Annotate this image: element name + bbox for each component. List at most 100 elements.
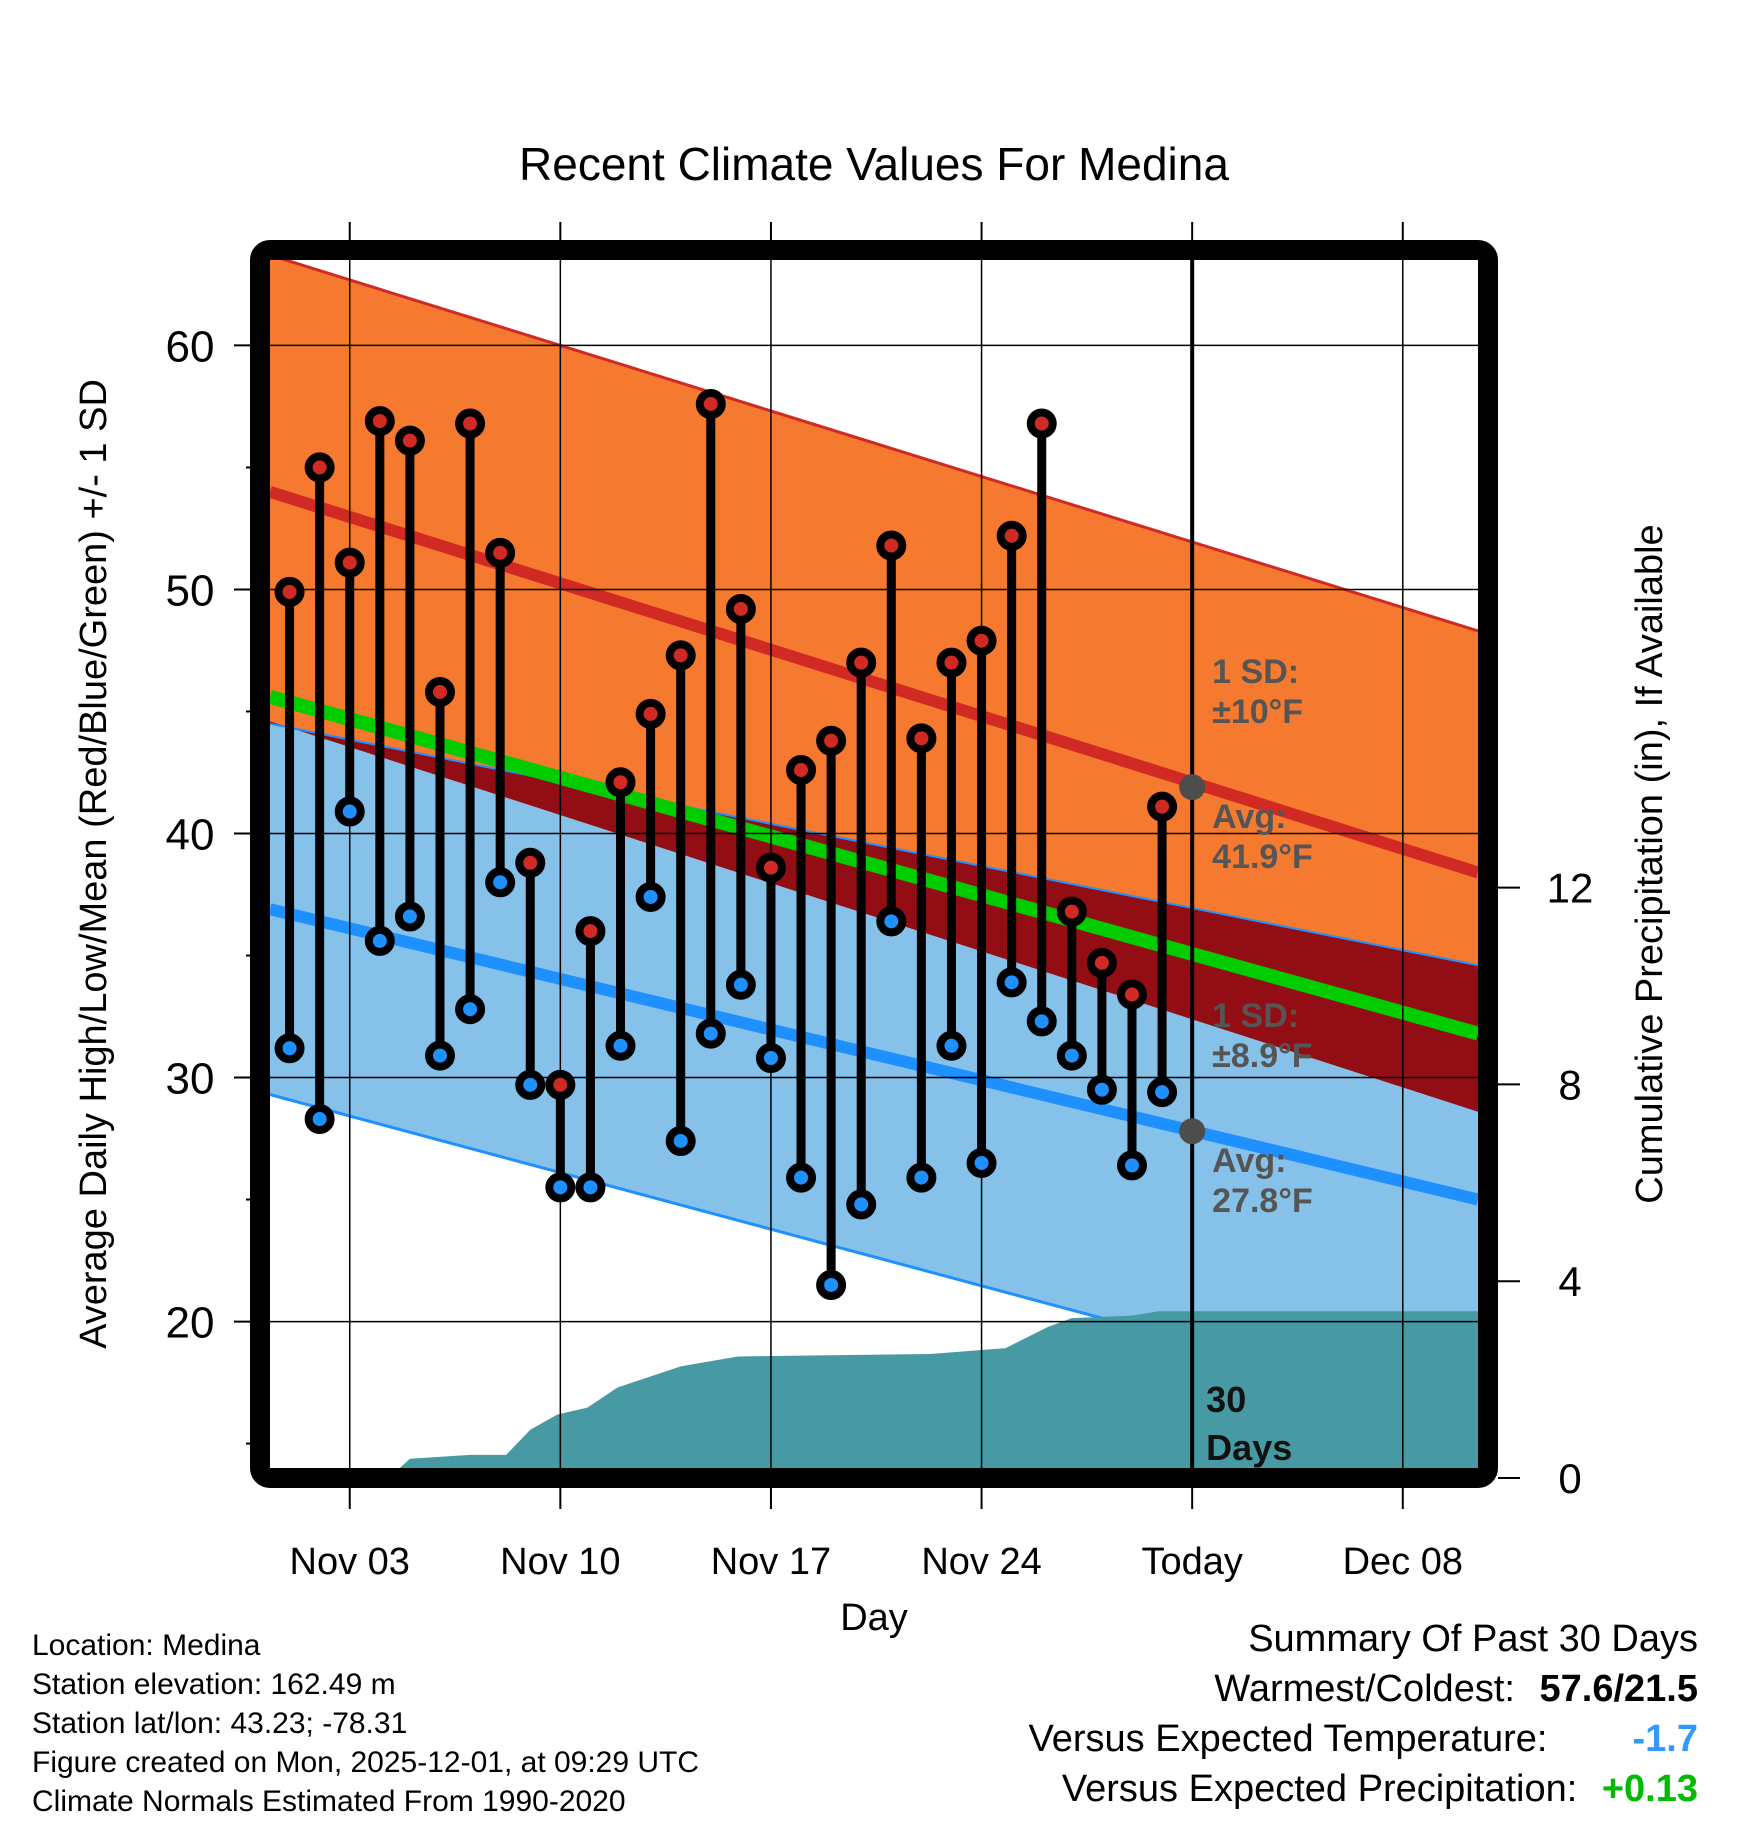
warmest-coldest-label: Warmest/Coldest: <box>1214 1668 1515 1710</box>
x-tick-label: Today <box>1141 1541 1242 1583</box>
daily-low-point <box>1086 1074 1117 1105</box>
today-avg-high-marker <box>1179 774 1206 801</box>
low-sd-label: 1 SD: <box>1212 997 1299 1035</box>
low-avg-value: 27.8°F <box>1212 1182 1313 1220</box>
daily-high-point <box>755 852 786 883</box>
plot-frame <box>250 240 1498 1488</box>
daily-low-point <box>485 867 516 898</box>
info-created: Figure created on Mon, 2025-12-01, at 09… <box>32 1746 700 1779</box>
y-tick-label: 50 <box>166 566 215 615</box>
daily-high-point <box>545 1069 576 1100</box>
x-axis-label: Day <box>840 1597 908 1639</box>
y-tick-label: 20 <box>166 1299 215 1348</box>
daily-high-point <box>725 593 756 624</box>
info-normals: Climate Normals Estimated From 1990-2020 <box>32 1785 626 1818</box>
daily-high-point <box>876 530 907 561</box>
low-sd-band <box>270 723 1478 1420</box>
daily-high-point <box>485 537 516 568</box>
high-sd-label: 1 SD: <box>1212 653 1299 691</box>
daily-high-point <box>364 406 395 437</box>
high-sd-value: ±10°F <box>1212 693 1303 731</box>
daily-high-point <box>906 723 937 754</box>
x-tick-label: Nov 03 <box>290 1541 410 1583</box>
daily-low-point <box>635 881 666 912</box>
y2-tick-label: 12 <box>1547 865 1594 912</box>
daily-high-point <box>1056 896 1087 927</box>
daily-low-point <box>1056 1040 1087 1071</box>
y2-tick-label: 8 <box>1558 1061 1581 1108</box>
daily-points <box>274 388 1178 1300</box>
daily-high-point <box>936 647 967 678</box>
temp-anomaly-label: Versus Expected Temperature: <box>1028 1718 1548 1760</box>
daily-high-point <box>394 425 425 456</box>
daily-high-point <box>665 640 696 671</box>
daily-high-point <box>274 576 305 607</box>
daily-low-point <box>274 1033 305 1064</box>
daily-high-point <box>635 698 666 729</box>
daily-low-point <box>876 906 907 937</box>
daily-high-point <box>424 676 455 707</box>
daily-low-point <box>695 1018 726 1049</box>
daily-low-point <box>424 1040 455 1071</box>
x-tick-label: Nov 17 <box>711 1541 831 1583</box>
daily-high-point <box>786 755 817 786</box>
daily-low-point <box>996 967 1027 998</box>
daily-low-point <box>1147 1077 1178 1108</box>
summary-title: Summary Of Past 30 Days <box>1248 1618 1698 1660</box>
daily-high-point <box>1026 408 1057 439</box>
high-plus-sd-line <box>280 260 1478 633</box>
y2-tick-label: 4 <box>1558 1258 1581 1305</box>
daily-high-point <box>455 408 486 439</box>
summary-temp-anomaly: Versus Expected Temperature: -1.7 <box>1029 1714 1698 1764</box>
daily-low-point <box>1116 1150 1147 1181</box>
precip-area <box>399 1311 1478 1468</box>
daily-high-point <box>605 767 636 798</box>
today-avg-low-marker <box>1179 1118 1206 1145</box>
daily-high-point <box>1147 791 1178 822</box>
summary-panel: Summary Of Past 30 Days Warmest/Coldest:… <box>1029 1614 1698 1814</box>
low-sd-value: ±8.9°F <box>1212 1037 1312 1075</box>
y-axis-label: Average Daily High/Low/Mean (Red/Blue/Gr… <box>73 379 115 1349</box>
daily-high-point <box>966 625 997 656</box>
daily-high-point <box>334 547 365 578</box>
daily-low-point <box>846 1189 877 1220</box>
y2-axis-label: Cumulative Precipitation (in), If Availa… <box>1629 524 1671 1203</box>
precip-anomaly-value: +0.13 <box>1601 1768 1698 1810</box>
precip-anomaly-label: Versus Expected Precipitation: <box>1061 1768 1578 1810</box>
daily-low-point <box>575 1172 606 1203</box>
high-avg-label: Avg: <box>1212 798 1286 836</box>
y-tick-label: 40 <box>166 810 215 859</box>
warmest-coldest-value: 57.6/21.5 <box>1539 1668 1698 1710</box>
window-label-count: 30 <box>1206 1379 1246 1420</box>
daily-high-point <box>1086 947 1117 978</box>
summary-precip-anomaly: Versus Expected Precipitation: +0.13 <box>1029 1764 1698 1814</box>
daily-low-point <box>455 994 486 1025</box>
x-tick-label: Nov 10 <box>500 1541 620 1583</box>
info-elevation: Station elevation: 162.49 m <box>32 1668 396 1701</box>
daily-high-point <box>304 452 335 483</box>
daily-high-point <box>816 725 847 756</box>
y-tick-label: 60 <box>166 322 215 371</box>
daily-low-point <box>545 1172 576 1203</box>
x-tick-label: Dec 08 <box>1343 1541 1463 1583</box>
info-latlon: Station lat/lon: 43.23; -78.31 <box>32 1707 408 1740</box>
low-avg-label: Avg: <box>1212 1142 1286 1180</box>
window-label-unit: Days <box>1206 1427 1292 1468</box>
high-avg-value: 41.9°F <box>1212 838 1313 876</box>
axes: 20 30 40 50 60 Nov 03 Nov 10 Nov 17 Nov 24 Today D… <box>166 222 1594 1583</box>
daily-high-point <box>846 647 877 678</box>
daily-low-point <box>786 1162 817 1193</box>
daily-low-point <box>1026 1006 1057 1037</box>
daily-low-point <box>816 1269 847 1300</box>
daily-low-point <box>605 1030 636 1061</box>
x-tick-label: Nov 24 <box>921 1541 1041 1583</box>
daily-low-point <box>394 901 425 932</box>
plot-area <box>270 260 1478 1468</box>
daily-low-point <box>755 1043 786 1074</box>
daily-low-point <box>364 925 395 956</box>
daily-high-point <box>575 916 606 947</box>
chart-title: Recent Climate Values For Medina <box>519 138 1229 190</box>
temp-anomaly-value: -1.7 <box>1632 1718 1698 1760</box>
daily-low-point <box>515 1069 546 1100</box>
